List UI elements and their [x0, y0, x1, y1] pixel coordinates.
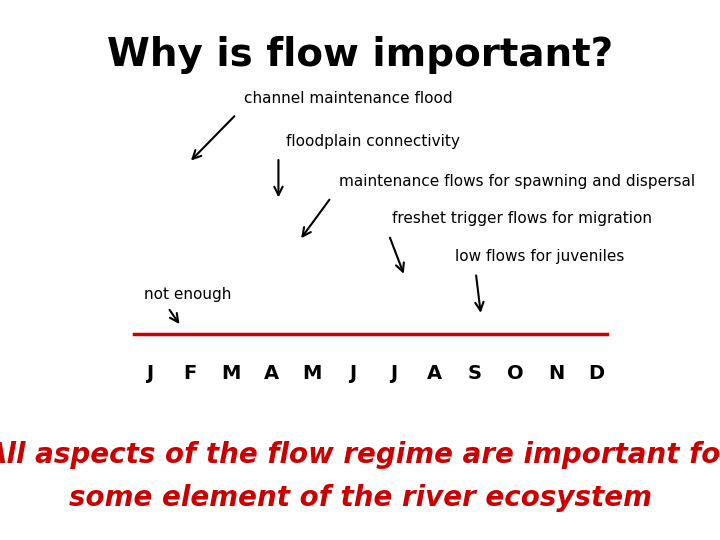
Text: floodplain connectivity: floodplain connectivity: [287, 133, 460, 148]
Text: not enough: not enough: [144, 287, 232, 302]
Text: O: O: [507, 364, 523, 383]
Text: M: M: [302, 364, 322, 383]
Text: Why is flow important?: Why is flow important?: [107, 36, 613, 75]
Text: All aspects of the flow regime are important for: All aspects of the flow regime are impor…: [0, 441, 720, 469]
Text: J: J: [349, 364, 356, 383]
Text: A: A: [264, 364, 279, 383]
Text: N: N: [548, 364, 564, 383]
Text: F: F: [184, 364, 197, 383]
Text: D: D: [589, 364, 605, 383]
Text: channel maintenance flood: channel maintenance flood: [244, 91, 453, 106]
Text: freshet trigger flows for migration: freshet trigger flows for migration: [392, 212, 652, 226]
Text: some element of the river ecosystem: some element of the river ecosystem: [68, 484, 652, 512]
Text: maintenance flows for spawning and dispersal: maintenance flows for spawning and dispe…: [339, 174, 695, 189]
Text: M: M: [221, 364, 240, 383]
Text: A: A: [426, 364, 441, 383]
Text: J: J: [146, 364, 153, 383]
Text: S: S: [468, 364, 482, 383]
Text: J: J: [390, 364, 397, 383]
Text: low flows for juveniles: low flows for juveniles: [455, 249, 624, 264]
